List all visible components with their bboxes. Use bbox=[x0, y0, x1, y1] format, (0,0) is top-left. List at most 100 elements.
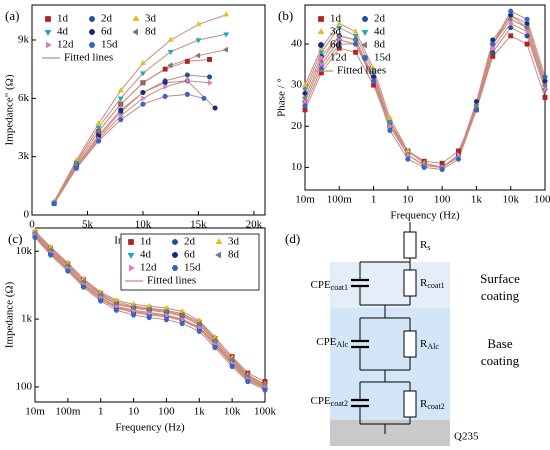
legend-label: 2d bbox=[374, 13, 386, 25]
marker bbox=[387, 127, 393, 133]
marker bbox=[318, 66, 325, 72]
legend-marker bbox=[360, 41, 367, 49]
marker bbox=[47, 252, 54, 258]
marker bbox=[370, 65, 377, 71]
marker bbox=[335, 32, 342, 39]
marker bbox=[118, 107, 124, 113]
x-tick-label: 10 bbox=[402, 194, 414, 206]
marker bbox=[184, 58, 190, 64]
x-tick-label: 100m bbox=[55, 406, 81, 418]
marker bbox=[167, 36, 174, 42]
fitted-line bbox=[53, 49, 227, 204]
legend-marker bbox=[89, 16, 95, 22]
legend-marker bbox=[45, 16, 51, 22]
marker bbox=[179, 307, 186, 314]
marker bbox=[388, 123, 394, 130]
legend-marker bbox=[131, 28, 138, 36]
legend-marker bbox=[129, 264, 136, 272]
x-tick-label: 10k bbox=[135, 219, 152, 231]
marker bbox=[113, 307, 120, 313]
x-tick-label: 15k bbox=[190, 219, 207, 231]
layer-label: coating bbox=[481, 353, 520, 368]
x-tick-label: 10m bbox=[25, 406, 45, 418]
x-tick-label: 100k bbox=[254, 406, 277, 418]
y-tick-label: 30 bbox=[291, 79, 303, 91]
legend-label: 15d bbox=[101, 39, 118, 51]
legend-label: 1d bbox=[330, 13, 342, 25]
legend-marker bbox=[171, 265, 179, 271]
marker bbox=[303, 98, 309, 105]
y-tick-label: 9k bbox=[18, 34, 30, 46]
marker bbox=[184, 92, 191, 97]
marker bbox=[352, 28, 359, 34]
legend-label: 2d bbox=[184, 236, 196, 248]
x-tick-label: 1k bbox=[471, 194, 483, 206]
component-label: Rcoat1 bbox=[420, 277, 445, 290]
legend-label: 2d bbox=[101, 13, 113, 25]
layer-label: Q235 bbox=[454, 431, 479, 443]
marker bbox=[163, 304, 170, 310]
y-tick-label: 10 bbox=[291, 161, 303, 173]
x-tick-label: 100 bbox=[434, 194, 451, 206]
fitted-line bbox=[53, 33, 227, 203]
legend-label: 6d bbox=[184, 249, 196, 261]
marker bbox=[164, 312, 170, 319]
legend-label: 12d bbox=[140, 262, 157, 274]
surface-layer bbox=[330, 262, 450, 308]
marker bbox=[524, 41, 530, 47]
legend-marker bbox=[172, 252, 178, 258]
legend-label: 6d bbox=[330, 39, 342, 51]
legend-label: 1d bbox=[57, 13, 69, 25]
marker bbox=[525, 28, 531, 35]
marker bbox=[162, 308, 169, 315]
legend-label: 3d bbox=[330, 26, 342, 38]
legend-marker bbox=[128, 239, 134, 245]
marker bbox=[352, 34, 359, 40]
legend-marker bbox=[361, 55, 369, 61]
marker bbox=[336, 25, 343, 32]
plot-frame bbox=[34, 227, 266, 403]
x-axis-label: Frequency (Hz) bbox=[115, 422, 185, 434]
marker bbox=[262, 387, 268, 393]
marker bbox=[95, 120, 102, 126]
legend-marker bbox=[317, 27, 325, 35]
legend-marker bbox=[215, 237, 223, 244]
marker bbox=[162, 66, 168, 72]
marker bbox=[542, 74, 548, 80]
y-tick-label: 6k bbox=[18, 92, 30, 104]
chart: 10m 100m 1 10 100 1k 10k 100k 10 20 30 40 Frequency … bbox=[276, 4, 550, 222]
legend-label: 8d bbox=[374, 39, 386, 51]
x-tick-label: 1 bbox=[371, 194, 377, 206]
legend-label: 8d bbox=[228, 249, 240, 261]
marker bbox=[508, 20, 515, 27]
legend-label: 4d bbox=[57, 26, 69, 38]
legend-marker bbox=[318, 42, 324, 48]
legend-label: 8d bbox=[145, 26, 157, 38]
marker bbox=[147, 310, 153, 317]
marker bbox=[140, 101, 146, 107]
marker bbox=[162, 93, 168, 99]
fitted-line bbox=[53, 80, 216, 204]
legend-marker bbox=[362, 16, 368, 22]
y-tick-label: 3k bbox=[18, 150, 30, 162]
fitted-line bbox=[53, 93, 205, 204]
marker bbox=[117, 96, 124, 102]
marker bbox=[167, 49, 174, 56]
component-label: CPEcoat2 bbox=[310, 395, 348, 408]
marker bbox=[222, 46, 228, 53]
legend-marker bbox=[172, 239, 178, 245]
legend-marker bbox=[89, 29, 95, 35]
marker bbox=[32, 234, 38, 240]
x-tick-label: 100 bbox=[158, 406, 175, 418]
y-tick-label: 100 bbox=[16, 380, 33, 392]
marker bbox=[523, 24, 529, 31]
legend-label: 6d bbox=[101, 26, 113, 38]
marker bbox=[185, 77, 191, 84]
marker bbox=[489, 41, 496, 47]
marker bbox=[473, 107, 480, 113]
marker bbox=[65, 268, 71, 274]
layer-label: coating bbox=[481, 288, 520, 303]
marker bbox=[301, 94, 307, 101]
y-axis-label: Impedance" (Ω) bbox=[4, 74, 16, 145]
